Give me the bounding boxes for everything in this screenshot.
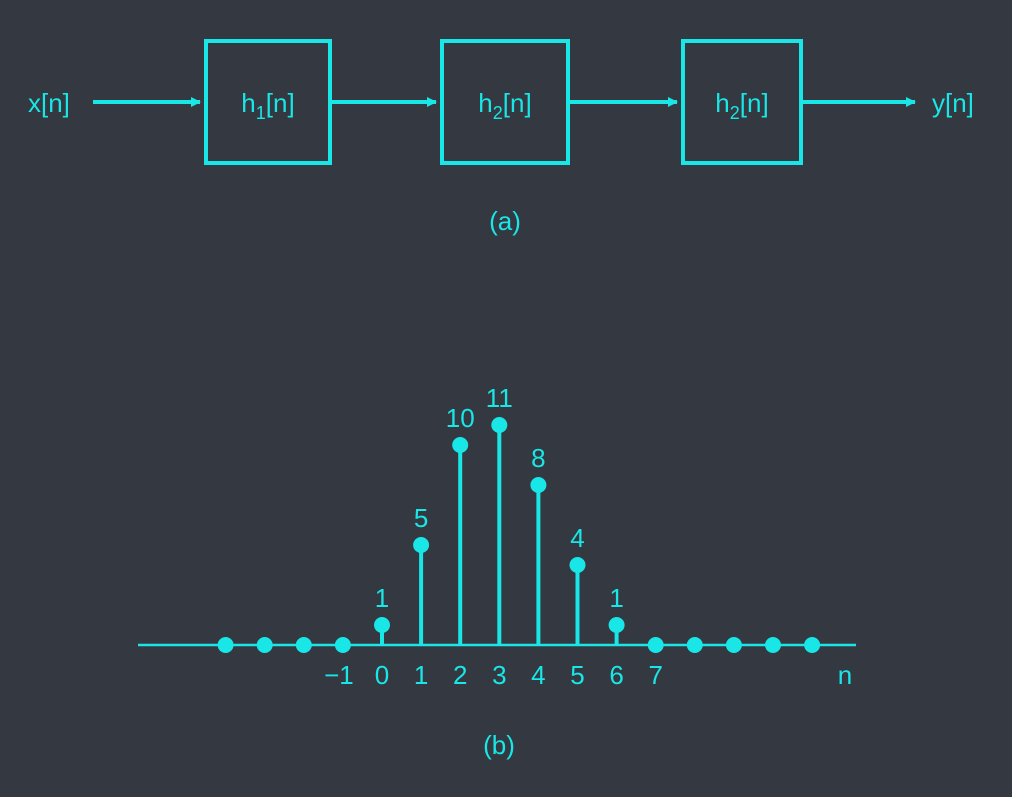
tick-label: 0	[375, 660, 389, 690]
stem-point	[765, 637, 781, 653]
tick-label: 3	[492, 660, 506, 690]
block-diagram: x[n] h1[n] h2[n] h2[n] y[n] (a)	[28, 39, 974, 236]
tick-label: 6	[609, 660, 623, 690]
input-label: x[n]	[28, 88, 70, 118]
value-label: 4	[570, 523, 584, 553]
tick-label: −1	[324, 660, 354, 690]
block-h1: h1[n]	[204, 39, 332, 165]
stem-point	[256, 637, 273, 653]
stem-point	[452, 437, 469, 453]
tick-labels: −1 0 1 2 3 4 5 6 7	[324, 660, 663, 690]
stem-point	[374, 617, 390, 633]
output-label: y[n]	[932, 88, 974, 118]
stem-point	[647, 637, 664, 653]
tick-label: 2	[453, 660, 467, 690]
stem-point	[217, 637, 234, 653]
stem-point	[413, 537, 430, 553]
stem-point	[608, 617, 625, 633]
value-label: 10	[446, 403, 475, 433]
block-h2-second: h2[n]	[681, 39, 803, 165]
stem-point	[804, 637, 821, 653]
stem-point	[725, 637, 742, 653]
value-label: 5	[414, 503, 428, 533]
value-label: 1	[609, 583, 623, 613]
stem-series	[217, 417, 821, 653]
tick-label: 4	[531, 660, 545, 690]
value-label: 1	[375, 583, 389, 613]
stem-point	[295, 637, 312, 653]
block-h1-label: h1[n]	[241, 88, 294, 123]
stem-point	[686, 637, 703, 653]
value-label: 11	[486, 383, 513, 413]
block-h2-first-label: h2[n]	[478, 88, 531, 123]
block-h2-first: h2[n]	[440, 39, 570, 165]
tick-label: 7	[648, 660, 662, 690]
tick-label: 5	[570, 660, 584, 690]
stem-point	[530, 477, 547, 493]
stem-point	[334, 637, 351, 653]
tick-label: 1	[414, 660, 428, 690]
axis-label-n: n	[838, 660, 852, 690]
caption-a: (a)	[489, 206, 521, 236]
block-h2-second-label: h2[n]	[715, 88, 768, 123]
caption-b: (b)	[483, 730, 515, 760]
stem-point	[569, 557, 586, 573]
stem-point	[491, 417, 508, 433]
value-label: 8	[531, 443, 545, 473]
